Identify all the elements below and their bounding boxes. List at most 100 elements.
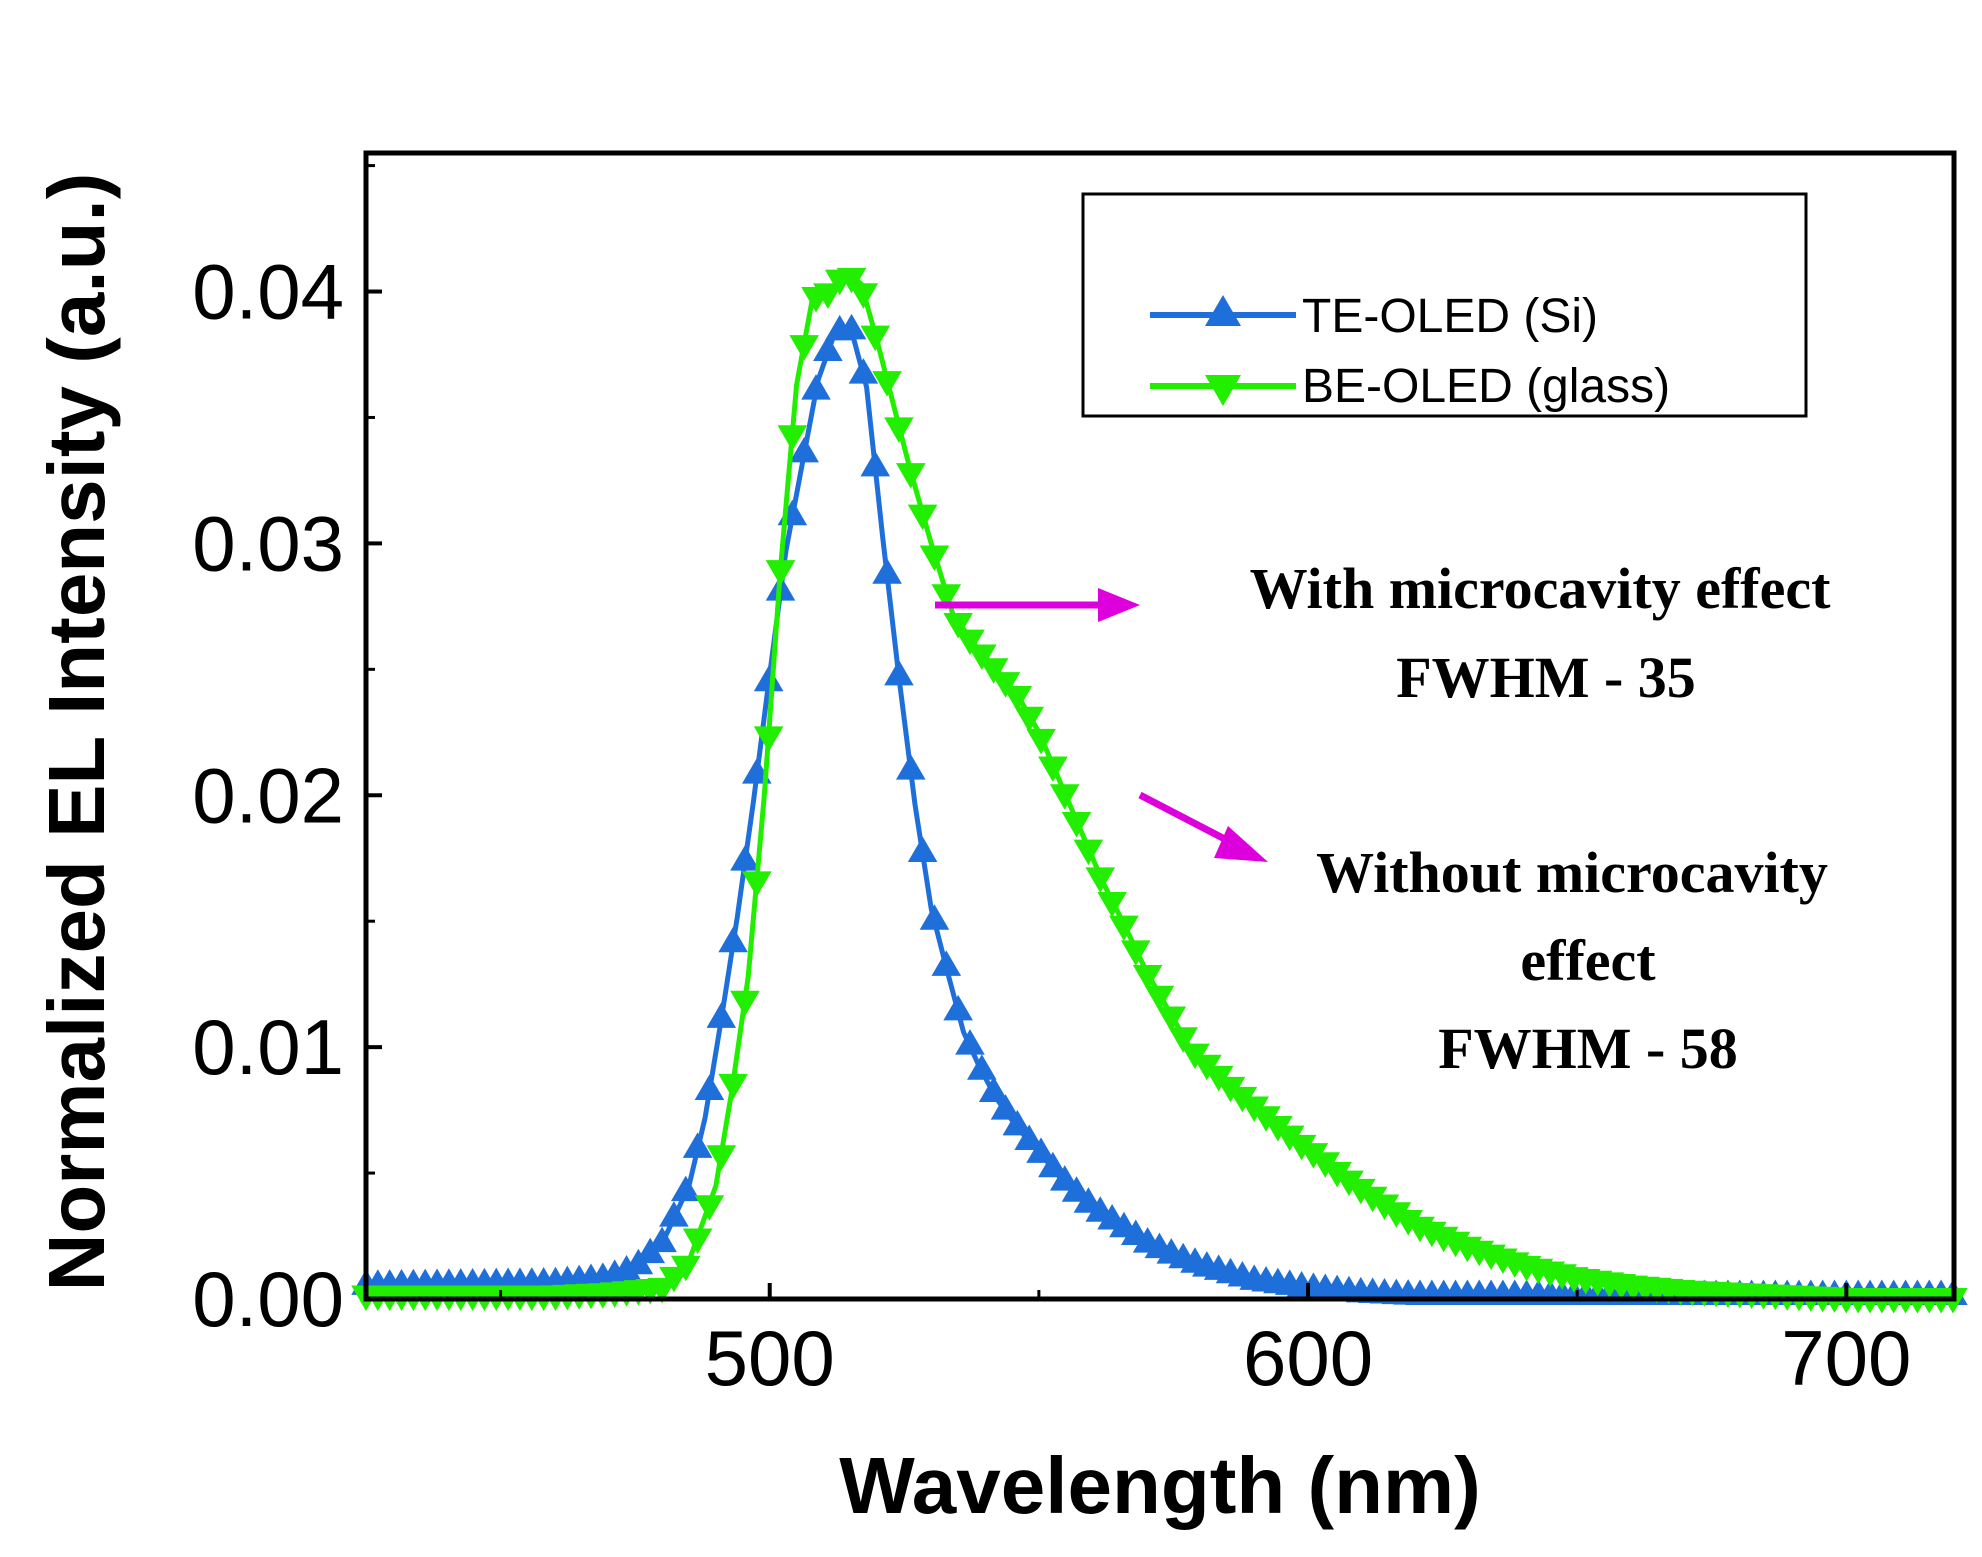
data-point-te-oled	[967, 1054, 997, 1080]
data-point-be-oled	[1144, 985, 1175, 1012]
y-tick-label-0.01: 0.01	[192, 1003, 344, 1091]
y-tick-label-0.02: 0.02	[192, 751, 344, 839]
annotation-with-microcavity-line1: With microcavity effect	[1250, 556, 1832, 621]
data-point-te-oled	[753, 665, 784, 692]
data-point-be-oled	[978, 658, 1009, 684]
data-point-te-oled	[848, 358, 879, 384]
data-point-te-oled	[1026, 1137, 1056, 1163]
data-point-be-oled	[1014, 706, 1044, 733]
annotation-without-microcavity-line2: effect	[1520, 928, 1656, 993]
data-point-be-oled	[670, 1255, 701, 1282]
data-point-be-oled	[1109, 915, 1139, 942]
data-point-be-oled	[931, 584, 962, 610]
legend: TE-OLED (Si) BE-OLED (glass)	[1081, 192, 1808, 418]
data-point-be-oled	[765, 560, 796, 586]
x-tick-label-500: 500	[705, 1314, 835, 1402]
data-point-te-oled	[895, 754, 926, 780]
data-point-te-oled	[1002, 1109, 1033, 1136]
data-point-te-oled	[789, 436, 819, 463]
data-point-be-oled	[1073, 839, 1104, 866]
data-point-te-oled	[1014, 1124, 1044, 1150]
data-point-be-oled	[1049, 784, 1080, 810]
data-point-be-oled	[1156, 1006, 1187, 1033]
data-point-be-oled	[919, 545, 950, 571]
data-point-be-oled	[789, 335, 819, 361]
data-point-te-oled	[659, 1201, 689, 1227]
data-point-be-oled	[730, 990, 760, 1017]
data-point-be-oled	[718, 1073, 748, 1100]
data-point-te-oled	[813, 335, 843, 361]
data-point-te-oled	[919, 904, 950, 930]
data-point-te-oled	[777, 499, 808, 526]
data-point-be-oled	[753, 726, 784, 752]
data-point-be-oled	[1038, 756, 1068, 783]
data-point-te-oled	[682, 1132, 713, 1158]
legend-marker-be-oled	[1205, 375, 1241, 406]
data-point-te-oled	[872, 558, 902, 584]
data-point-be-oled	[872, 371, 902, 397]
data-point-be-oled	[1132, 964, 1163, 991]
data-point-be-oled	[682, 1228, 713, 1255]
data-point-be-oled	[955, 629, 985, 656]
annotation-with-microcavity: With microcavity effect FWHM - 35	[935, 556, 1831, 710]
data-point-be-oled	[813, 283, 843, 309]
data-point-te-oled	[1038, 1151, 1068, 1178]
annotation-with-microcavity-line2: FWHM - 35	[1396, 645, 1696, 710]
data-point-te-oled	[718, 926, 748, 953]
data-point-be-oled	[836, 267, 867, 294]
series-line-be-oled	[366, 268, 1954, 1299]
data-point-be-oled	[884, 417, 914, 443]
data-point-be-oled	[907, 504, 938, 531]
annotation-arrowhead-with-microcavity	[1098, 588, 1140, 622]
series-line-te-oled	[365, 324, 1954, 1299]
data-point-te-oled	[730, 845, 760, 871]
data-point-be-oled	[1097, 892, 1127, 918]
series-layer	[351, 267, 1968, 1314]
data-point-be-oled	[1168, 1027, 1198, 1053]
data-point-te-oled	[884, 659, 914, 686]
data-point-be-oled	[1061, 811, 1092, 838]
data-point-be-oled	[990, 672, 1021, 698]
data-point-be-oled	[895, 463, 926, 489]
data-point-be-oled	[860, 325, 891, 352]
series-te-oled	[351, 313, 1968, 1305]
data-point-be-oled	[1026, 728, 1056, 755]
data-point-be-oled	[967, 644, 997, 670]
y-axis-title: Normalized EL Intensity (a.u.)	[32, 173, 121, 1292]
legend-box	[1081, 192, 1808, 418]
data-point-be-oled	[1120, 940, 1151, 966]
data-point-te-oled	[801, 374, 831, 400]
data-point-be-oled	[1002, 686, 1033, 712]
data-point-be-oled	[742, 871, 772, 897]
series-be-oled	[351, 267, 1968, 1314]
data-point-te-oled	[647, 1226, 677, 1253]
legend-item-be-oled: BE-OLED (glass)	[1150, 360, 1670, 413]
data-point-be-oled	[1393, 1210, 1423, 1236]
data-point-te-oled	[990, 1094, 1021, 1120]
data-point-te-oled	[978, 1076, 1009, 1102]
y-tick-label-0.03: 0.03	[192, 499, 344, 587]
plot-frame	[363, 150, 1957, 1302]
data-point-te-oled	[836, 313, 867, 340]
data-point-be-oled	[777, 425, 808, 451]
data-point-te-oled	[931, 950, 962, 976]
data-point-te-oled	[860, 450, 891, 477]
data-point-be-oled	[848, 283, 879, 309]
data-point-te-oled	[706, 1002, 737, 1028]
data-point-te-oled	[943, 994, 973, 1021]
annotation-arrowhead-without-microcavity	[1214, 826, 1268, 862]
legend-label-te-oled: TE-OLED (Si)	[1302, 290, 1598, 343]
data-point-be-oled	[943, 612, 973, 639]
y-tick-label-0.04: 0.04	[192, 248, 344, 336]
x-axis-title: Wavelength (nm)	[839, 1441, 1480, 1530]
data-point-te-oled	[694, 1074, 725, 1100]
legend-marker-te-oled	[1205, 295, 1241, 326]
legend-label-be-oled: BE-OLED (glass)	[1302, 360, 1670, 413]
annotation-without-microcavity: Without microcavity effect FWHM - 58	[1138, 791, 1828, 1081]
y-tick-label-0.00: 0.00	[192, 1255, 344, 1343]
data-point-be-oled	[706, 1145, 737, 1171]
annotation-without-microcavity-line1: Without microcavity	[1316, 840, 1828, 905]
data-point-be-oled	[1085, 867, 1116, 893]
data-point-te-oled	[955, 1029, 985, 1055]
